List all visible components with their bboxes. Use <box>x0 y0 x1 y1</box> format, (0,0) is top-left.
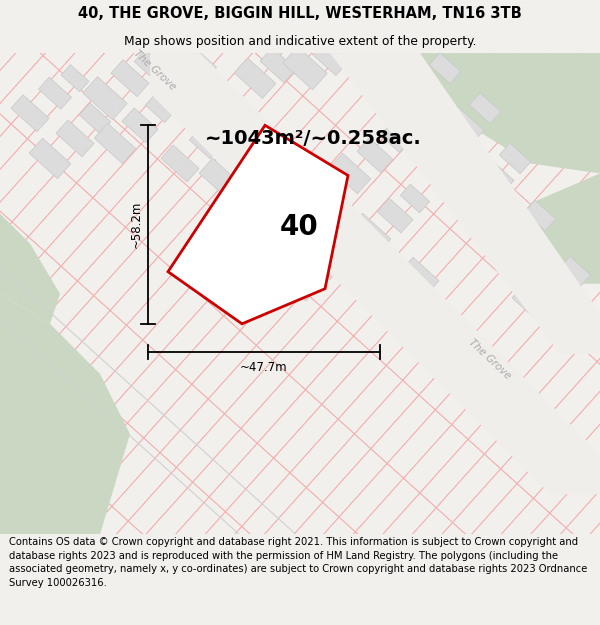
Text: 40, THE GROVE, BIGGIN HILL, WESTERHAM, TN16 3TB: 40, THE GROVE, BIGGIN HILL, WESTERHAM, T… <box>78 6 522 21</box>
Text: The Grove: The Grove <box>132 48 178 92</box>
Polygon shape <box>145 94 175 122</box>
Polygon shape <box>286 199 314 228</box>
Polygon shape <box>447 171 493 216</box>
Polygon shape <box>94 123 136 164</box>
Polygon shape <box>499 143 531 174</box>
Polygon shape <box>38 78 71 109</box>
Polygon shape <box>377 198 413 233</box>
Polygon shape <box>380 124 410 152</box>
Polygon shape <box>161 145 199 182</box>
Text: Contains OS data © Crown copyright and database right 2021. This information is : Contains OS data © Crown copyright and d… <box>9 537 587 588</box>
Polygon shape <box>503 213 541 250</box>
Polygon shape <box>401 258 439 294</box>
Polygon shape <box>0 214 60 324</box>
Polygon shape <box>559 256 591 287</box>
Polygon shape <box>189 128 221 159</box>
Polygon shape <box>312 41 348 76</box>
Polygon shape <box>134 50 166 81</box>
Polygon shape <box>0 294 130 534</box>
Polygon shape <box>477 226 523 271</box>
Polygon shape <box>357 138 393 173</box>
Text: 40: 40 <box>280 213 319 241</box>
Polygon shape <box>329 153 371 194</box>
Polygon shape <box>429 52 461 84</box>
Polygon shape <box>283 46 327 90</box>
Polygon shape <box>282 266 318 301</box>
Polygon shape <box>122 108 158 142</box>
Polygon shape <box>330 53 600 354</box>
Polygon shape <box>530 173 600 284</box>
Text: ~47.7m: ~47.7m <box>240 361 288 374</box>
Polygon shape <box>11 95 49 132</box>
Polygon shape <box>29 138 71 179</box>
Text: Map shows position and indicative extent of the property.: Map shows position and indicative extent… <box>124 35 476 48</box>
Text: ~1043m²/~0.258ac.: ~1043m²/~0.258ac. <box>205 129 422 148</box>
Polygon shape <box>56 120 94 157</box>
Polygon shape <box>260 48 296 82</box>
Polygon shape <box>199 158 241 199</box>
Polygon shape <box>227 141 263 176</box>
Polygon shape <box>250 124 280 152</box>
Polygon shape <box>420 53 600 173</box>
Polygon shape <box>446 107 484 144</box>
Polygon shape <box>157 55 199 96</box>
Polygon shape <box>476 157 514 194</box>
Polygon shape <box>310 251 340 280</box>
Polygon shape <box>417 121 463 166</box>
Polygon shape <box>524 200 556 231</box>
Polygon shape <box>83 77 127 120</box>
Polygon shape <box>61 64 89 92</box>
Polygon shape <box>111 60 149 97</box>
Polygon shape <box>150 53 600 494</box>
Polygon shape <box>168 125 348 324</box>
Polygon shape <box>79 103 111 134</box>
Polygon shape <box>400 184 430 213</box>
Text: ~58.2m: ~58.2m <box>130 201 143 248</box>
Text: The Grove: The Grove <box>247 151 293 196</box>
Polygon shape <box>373 72 417 115</box>
Polygon shape <box>372 271 418 316</box>
Polygon shape <box>401 60 439 97</box>
Polygon shape <box>538 268 576 304</box>
Text: The Grove: The Grove <box>467 337 513 381</box>
Polygon shape <box>512 281 558 326</box>
Polygon shape <box>469 93 501 124</box>
Polygon shape <box>349 213 391 254</box>
Polygon shape <box>262 216 298 251</box>
Polygon shape <box>184 47 217 79</box>
Polygon shape <box>234 58 276 98</box>
